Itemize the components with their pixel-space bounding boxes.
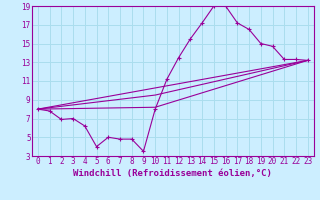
X-axis label: Windchill (Refroidissement éolien,°C): Windchill (Refroidissement éolien,°C) xyxy=(73,169,272,178)
